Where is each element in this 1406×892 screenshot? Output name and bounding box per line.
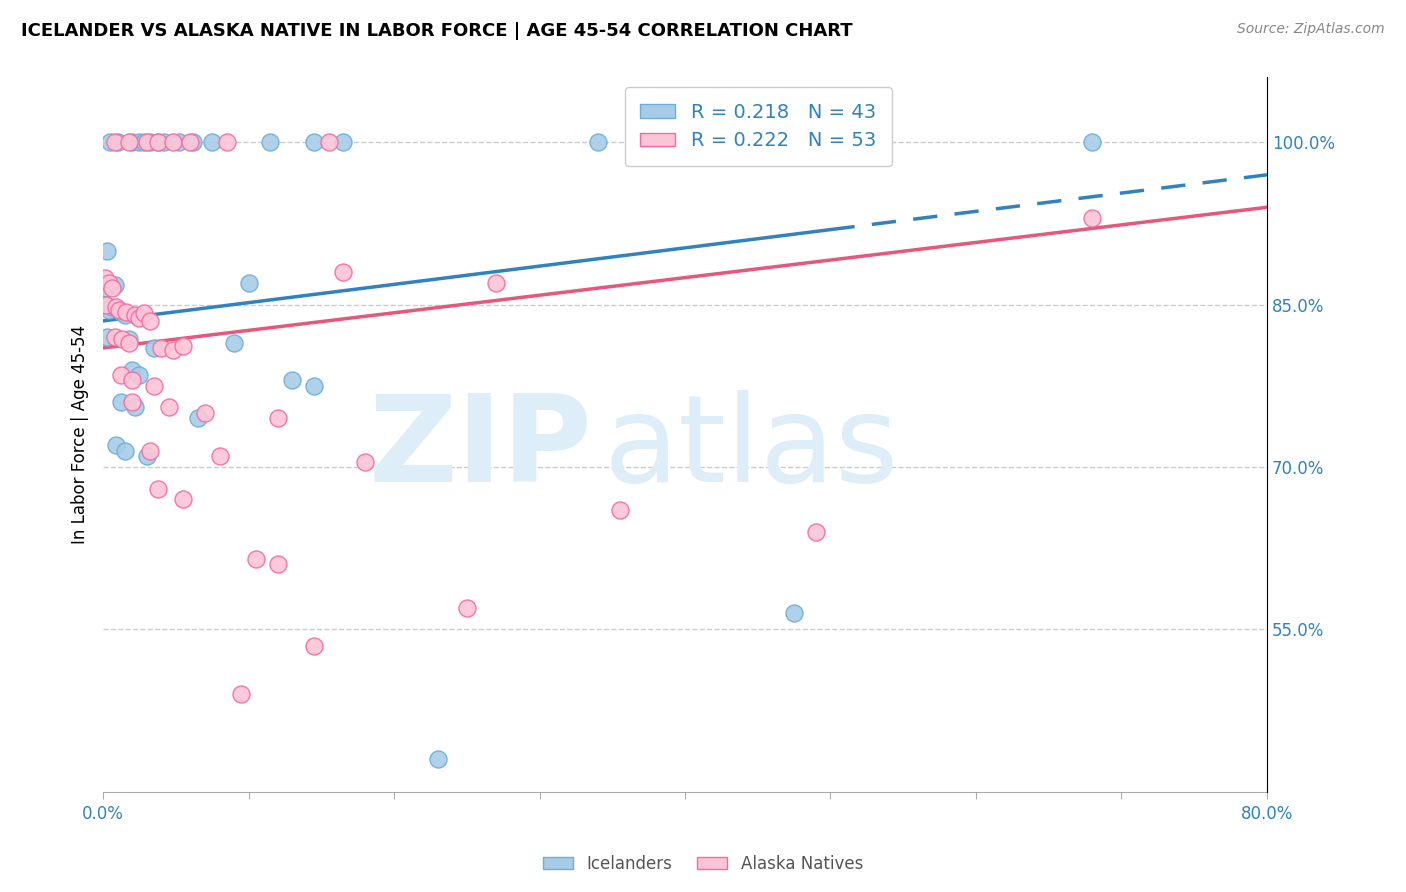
Point <box>426 752 449 766</box>
Point <box>318 136 340 150</box>
Text: atlas: atlas <box>603 391 900 508</box>
Point <box>162 343 184 358</box>
Point <box>332 136 354 150</box>
Point <box>172 492 194 507</box>
Point <box>115 305 138 319</box>
Point <box>96 244 118 258</box>
Point <box>132 136 155 150</box>
Point <box>101 300 124 314</box>
Point <box>105 300 128 314</box>
Point <box>783 606 806 620</box>
Point <box>108 303 131 318</box>
Point <box>179 136 201 150</box>
Point <box>354 454 377 468</box>
Point <box>114 309 136 323</box>
Legend: Icelanders, Alaska Natives: Icelanders, Alaska Natives <box>536 848 870 880</box>
Point <box>104 136 127 150</box>
Point <box>162 136 184 150</box>
Point <box>121 136 143 150</box>
Point <box>222 335 245 350</box>
Point <box>153 136 176 150</box>
Point <box>194 406 217 420</box>
Point <box>124 401 146 415</box>
Point <box>96 330 118 344</box>
Point <box>215 136 238 150</box>
Point <box>148 482 170 496</box>
Point <box>586 136 609 150</box>
Point <box>717 136 740 150</box>
Point <box>302 379 325 393</box>
Point <box>167 136 190 150</box>
Point <box>804 524 827 539</box>
Point <box>143 341 166 355</box>
Point <box>238 276 260 290</box>
Point <box>118 332 141 346</box>
Point <box>121 373 143 387</box>
Point <box>267 558 290 572</box>
Point <box>100 136 122 150</box>
Point <box>111 332 134 346</box>
Point <box>138 443 160 458</box>
Point <box>121 362 143 376</box>
Point <box>118 136 141 150</box>
Point <box>187 411 209 425</box>
Point <box>128 368 150 382</box>
Text: Source: ZipAtlas.com: Source: ZipAtlas.com <box>1237 22 1385 37</box>
Point <box>93 270 115 285</box>
Point <box>101 281 124 295</box>
Point <box>181 136 204 150</box>
Point <box>128 136 150 150</box>
Point <box>135 136 157 150</box>
Text: ICELANDER VS ALASKA NATIVE IN LABOR FORCE | AGE 45-54 CORRELATION CHART: ICELANDER VS ALASKA NATIVE IN LABOR FORC… <box>21 22 852 40</box>
Point <box>107 136 129 150</box>
Point <box>110 395 132 409</box>
Point <box>267 411 290 425</box>
Point <box>456 600 478 615</box>
Point <box>138 314 160 328</box>
Legend: R = 0.218   N = 43, R = 0.222   N = 53: R = 0.218 N = 43, R = 0.222 N = 53 <box>624 87 891 166</box>
Point <box>201 136 224 150</box>
Point <box>118 335 141 350</box>
Point <box>93 298 115 312</box>
Point <box>105 438 128 452</box>
Point <box>97 276 120 290</box>
Y-axis label: In Labor Force | Age 45-54: In Labor Force | Age 45-54 <box>72 325 89 544</box>
Point <box>138 136 160 150</box>
Point <box>110 305 132 319</box>
Point <box>104 278 127 293</box>
Point <box>259 136 281 150</box>
Point <box>208 449 231 463</box>
Point <box>143 379 166 393</box>
Text: ZIP: ZIP <box>368 391 592 508</box>
Point <box>148 136 170 150</box>
Point <box>1081 211 1104 226</box>
Point <box>97 303 120 318</box>
Point <box>132 306 155 320</box>
Point <box>332 265 354 279</box>
Point <box>114 443 136 458</box>
Point <box>863 136 886 150</box>
Point <box>281 373 304 387</box>
Point <box>150 341 173 355</box>
Point <box>302 639 325 653</box>
Point <box>302 136 325 150</box>
Point <box>94 281 117 295</box>
Point <box>157 401 180 415</box>
Point <box>110 368 132 382</box>
Point <box>485 276 508 290</box>
Point <box>128 310 150 325</box>
Point <box>124 309 146 323</box>
Point <box>245 552 267 566</box>
Point <box>104 330 127 344</box>
Point <box>231 687 253 701</box>
Point <box>121 395 143 409</box>
Point <box>1081 136 1104 150</box>
Point <box>172 339 194 353</box>
Point <box>148 136 170 150</box>
Point <box>94 298 117 312</box>
Point <box>609 503 631 517</box>
Point <box>135 449 157 463</box>
